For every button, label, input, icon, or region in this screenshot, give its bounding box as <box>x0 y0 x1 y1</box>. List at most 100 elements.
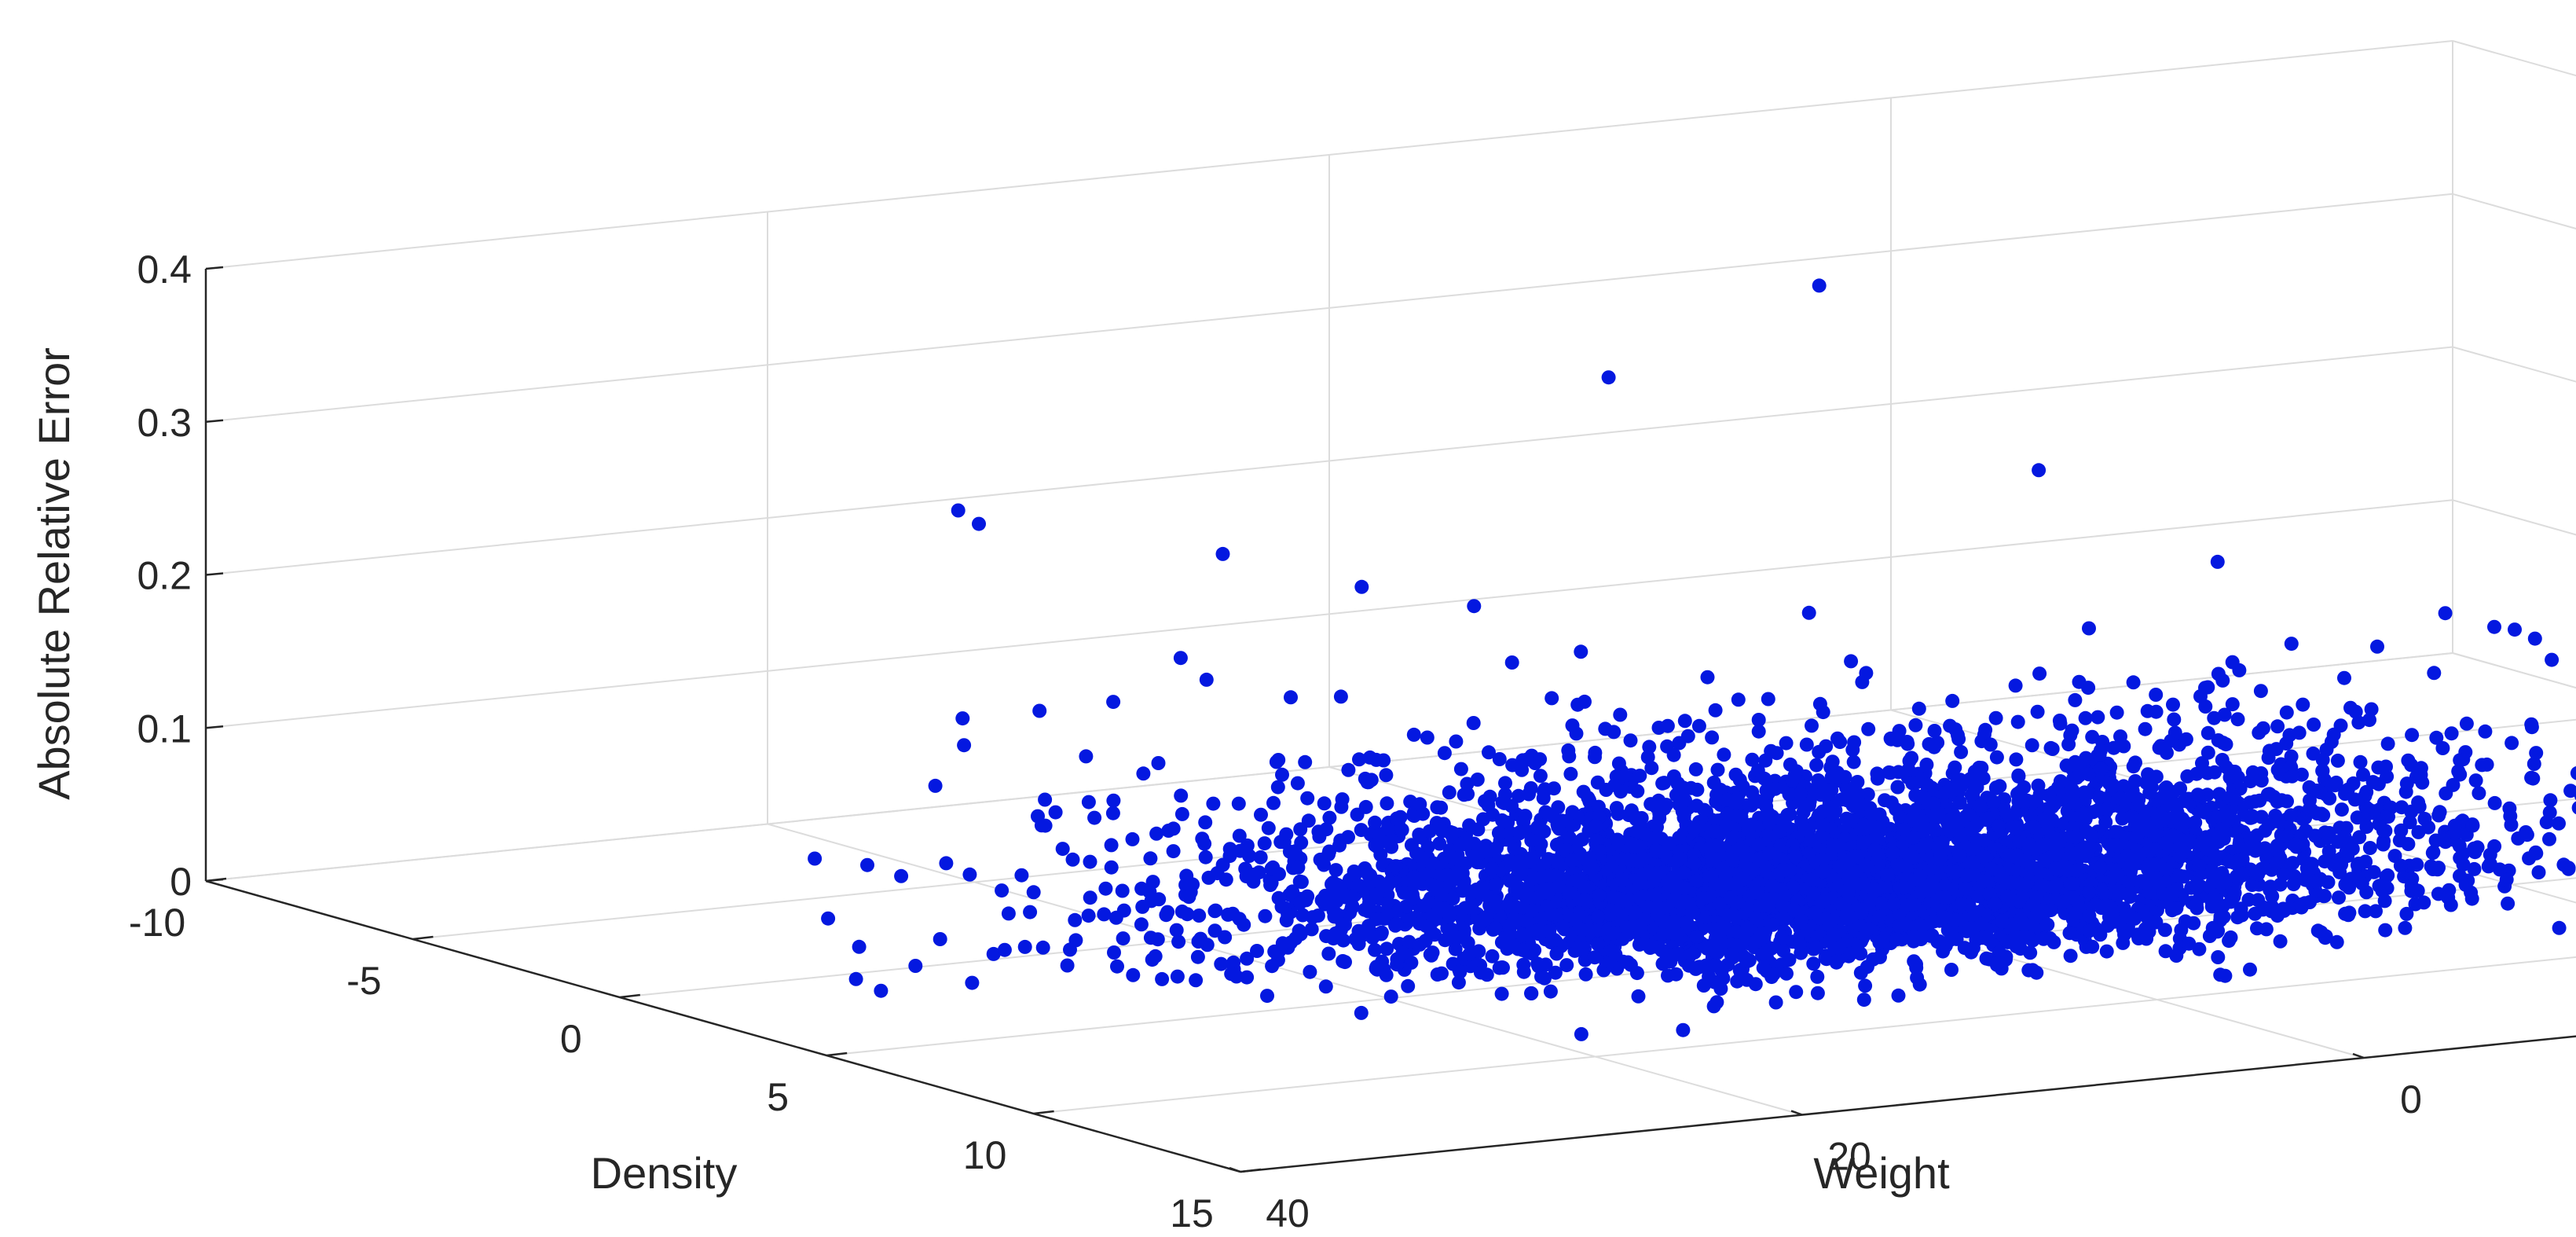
data-point <box>1890 780 1905 795</box>
data-point <box>1588 950 1602 965</box>
data-point <box>1257 836 1272 851</box>
z-tick-mark <box>205 572 224 576</box>
data-point <box>2062 829 2077 844</box>
data-point <box>997 942 1012 957</box>
data-point <box>1341 830 1355 845</box>
data-point <box>1494 986 1509 1001</box>
data-point <box>2125 788 2140 803</box>
data-point <box>2453 767 2468 782</box>
data-point <box>1105 806 1120 820</box>
data-point <box>1899 860 1914 875</box>
y-tick-mark <box>205 877 227 883</box>
data-point <box>2069 770 2084 785</box>
data-point <box>1549 946 1564 961</box>
data-point <box>1988 710 2003 725</box>
data-point <box>1300 791 1315 806</box>
data-point <box>1413 797 1427 812</box>
data-point <box>1654 943 1669 958</box>
data-point <box>1453 964 1468 979</box>
data-point <box>1420 730 1435 745</box>
data-point <box>1380 796 1394 811</box>
data-point <box>1420 839 1435 854</box>
data-point <box>2053 774 2068 789</box>
data-point <box>2099 898 2114 913</box>
data-point <box>1948 912 1962 927</box>
data-point <box>1336 933 1350 948</box>
data-point <box>1995 914 2010 929</box>
data-point <box>2215 673 2230 688</box>
data-point <box>1457 879 1471 894</box>
data-point <box>1524 833 1539 848</box>
data-point <box>1860 859 1875 874</box>
floor-grid-line <box>1890 709 2576 904</box>
data-point <box>2081 681 2096 696</box>
data-point <box>1174 806 1189 821</box>
data-point <box>1805 718 1819 733</box>
data-point <box>1933 847 1948 862</box>
data-point <box>1689 873 1704 888</box>
data-point <box>2478 724 2493 739</box>
data-point <box>1189 973 1204 988</box>
data-point <box>2408 897 2423 912</box>
data-point <box>1457 901 1472 916</box>
data-point <box>2265 889 2280 904</box>
data-point <box>1533 769 1548 784</box>
data-point <box>1449 734 1464 749</box>
data-point <box>1915 840 1930 855</box>
data-point <box>1170 969 1185 984</box>
data-point <box>1321 946 1336 961</box>
data-point <box>2078 710 2093 725</box>
data-point <box>1861 721 1876 736</box>
data-point <box>1793 786 1808 801</box>
data-point <box>1574 644 1588 659</box>
data-point <box>1488 921 1503 936</box>
wall-grid-line <box>205 499 2453 729</box>
data-point <box>1151 756 1166 770</box>
data-point <box>1565 805 1580 820</box>
data-point <box>2120 848 2135 863</box>
data-point <box>1476 812 1490 827</box>
data-point <box>1502 918 1516 933</box>
data-point <box>1451 975 1466 990</box>
data-point <box>1226 955 1241 970</box>
data-point <box>1724 907 1739 922</box>
data-point <box>2138 721 2153 736</box>
data-point <box>1878 879 1893 894</box>
data-point <box>1751 713 1766 727</box>
data-point <box>2227 791 2242 806</box>
data-point <box>1833 735 1848 750</box>
data-point <box>1023 905 1038 919</box>
data-point <box>1218 930 1233 945</box>
data-point <box>1958 881 1973 896</box>
data-point <box>2270 719 2285 734</box>
data-point <box>1962 807 1977 822</box>
data-point <box>2329 775 2343 790</box>
data-point <box>2376 837 2391 852</box>
data-point <box>1710 945 1724 960</box>
data-point <box>1872 807 1887 822</box>
data-point <box>1886 897 1901 912</box>
data-point <box>2556 857 2571 872</box>
data-point <box>1896 880 1911 895</box>
data-point <box>1032 703 1047 718</box>
data-point <box>2426 845 2441 860</box>
data-point <box>1926 796 1941 811</box>
data-point <box>2258 823 2273 838</box>
data-point <box>2010 714 2025 729</box>
data-point <box>1966 842 1981 856</box>
data-point <box>1922 736 1937 751</box>
data-point <box>2139 776 2154 791</box>
data-point <box>2109 705 2124 720</box>
data-point <box>1304 922 1319 937</box>
data-point <box>1907 930 1922 945</box>
data-point <box>1751 724 1766 739</box>
data-point <box>2116 779 2131 794</box>
data-point <box>1531 923 1546 938</box>
data-point <box>2029 890 2044 905</box>
data-point <box>2318 931 2332 945</box>
data-point <box>1537 971 1552 986</box>
data-point <box>1467 836 1482 851</box>
data-point <box>1215 546 1230 561</box>
data-point <box>1676 865 1691 880</box>
data-point <box>1542 868 1557 883</box>
